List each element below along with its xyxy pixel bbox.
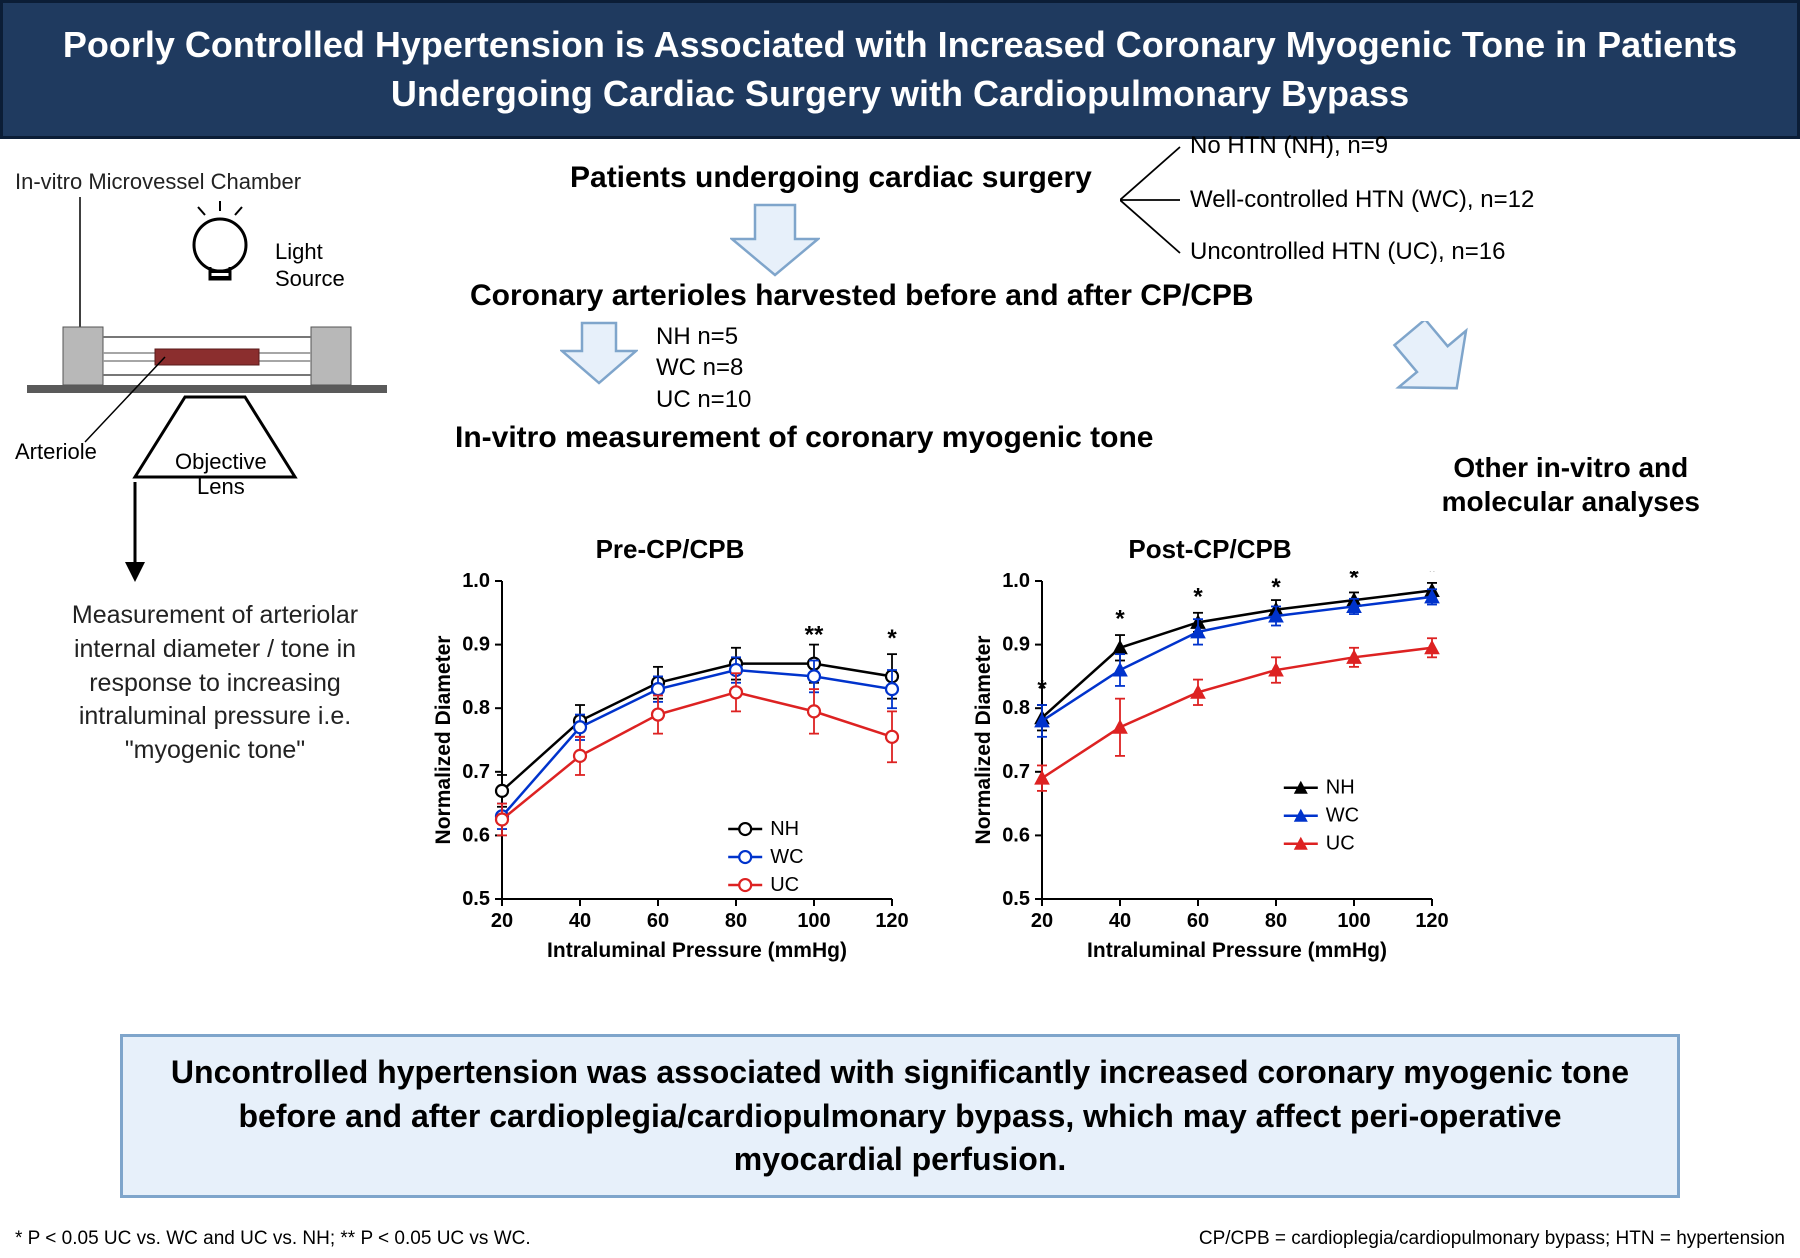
chart-svg-post: 0.5 0.6 0.7 0.8 0.9 1.0 20 40 60 80 100 120 Intralum… (970, 571, 1450, 971)
svg-text:100: 100 (797, 910, 830, 932)
footnotes: * P < 0.05 UC vs. WC and UC vs. NH; ** P… (15, 1228, 1785, 1250)
svg-text:20: 20 (491, 910, 513, 932)
branch-item: Well-controlled HTN (WC), n=12 (1190, 186, 1534, 213)
svg-text:1.0: 1.0 (462, 571, 490, 592)
svg-text:WC: WC (770, 846, 803, 868)
study-flow: Patients undergoing cardiac surgery No H… (500, 161, 1760, 455)
objective-lens-label: Objective Lens (175, 449, 267, 500)
post-chart: Post-CP/CPB 0.5 0.6 0.7 0.8 0.9 1.0 20 40 60 80 10… (970, 534, 1450, 971)
svg-text:60: 60 (647, 910, 669, 932)
svg-text:0.7: 0.7 (1002, 761, 1030, 783)
sub-n: UC n=10 (656, 384, 751, 415)
svg-text:0.7: 0.7 (462, 761, 490, 783)
subgroup-ns: NH n=5 WC n=8 UC n=10 (656, 321, 751, 415)
svg-text:0.6: 0.6 (462, 825, 490, 847)
svg-text:*: * (1271, 574, 1281, 601)
down-arrow-icon (730, 203, 820, 279)
svg-text:Intraluminal Pressure (mmHg): Intraluminal Pressure (mmHg) (1087, 939, 1387, 962)
svg-text:80: 80 (725, 910, 747, 932)
branch-bracket: No HTN (NH), n=9 Well-controlled HTN (WC… (1120, 135, 1770, 265)
pre-chart: Pre-CP/CPB 0.5 0.6 0.7 0.8 0.9 1.0 20 40 60 80 100… (430, 534, 910, 971)
arteriole-label: Arteriole (15, 439, 97, 465)
chamber-label: In-vitro Microvessel Chamber (15, 169, 301, 195)
sub-n: NH n=5 (656, 321, 751, 352)
down-arrow-icon (560, 321, 638, 387)
other-analyses-label: Other in-vitro and molecular analyses (1442, 451, 1700, 518)
svg-text:*: * (1349, 571, 1359, 591)
svg-text:40: 40 (1109, 910, 1131, 932)
flow-step-measure: In-vitro measurement of coronary myogeni… (455, 421, 1760, 455)
conclusion-box: Uncontrolled hypertension was associated… (120, 1034, 1680, 1198)
svg-text:0.8: 0.8 (1002, 697, 1030, 719)
svg-text:40: 40 (569, 910, 591, 932)
svg-text:100: 100 (1337, 910, 1370, 932)
measurement-description: Measurement of arteriolar internal diame… (35, 599, 395, 768)
svg-text:80: 80 (1265, 910, 1287, 932)
svg-text:120: 120 (875, 910, 908, 932)
chart-svg-pre: 0.5 0.6 0.7 0.8 0.9 1.0 20 40 60 80 100 120 Intralum… (430, 571, 910, 971)
svg-text:*: * (1427, 571, 1437, 585)
svg-text:60: 60 (1187, 910, 1209, 932)
svg-text:20: 20 (1031, 910, 1053, 932)
svg-text:*: * (1115, 606, 1125, 633)
svg-text:*: * (1037, 676, 1047, 703)
svg-text:0.9: 0.9 (1002, 634, 1030, 656)
main-content: In-vitro Microvessel Chamber (0, 139, 1800, 1139)
sub-n: WC n=8 (656, 352, 751, 383)
svg-text:0.9: 0.9 (462, 634, 490, 656)
flow-step-harvest: Coronary arterioles harvested before and… (470, 279, 1760, 313)
diagonal-arrow-icon (1380, 321, 1490, 411)
svg-text:0.6: 0.6 (1002, 825, 1030, 847)
svg-text:UC: UC (1326, 833, 1355, 855)
svg-text:*: * (1193, 584, 1203, 611)
svg-text:Normalized Diameter: Normalized Diameter (432, 636, 455, 845)
svg-text:120: 120 (1415, 910, 1448, 932)
svg-text:0.5: 0.5 (1002, 888, 1030, 910)
footnote-right: CP/CPB = cardioplegia/cardiopulmonary by… (1199, 1228, 1785, 1250)
svg-text:UC: UC (770, 874, 799, 896)
chart-title: Pre-CP/CPB (430, 534, 910, 565)
footnote-left: * P < 0.05 UC vs. WC and UC vs. NH; ** P… (15, 1228, 531, 1250)
svg-text:0.8: 0.8 (462, 697, 490, 719)
charts-row: Pre-CP/CPB 0.5 0.6 0.7 0.8 0.9 1.0 20 40 60 80 100… (430, 534, 1450, 971)
title-text: Poorly Controlled Hypertension is Associ… (63, 24, 1737, 114)
chamber-svg (25, 197, 405, 587)
svg-text:Intraluminal Pressure (mmHg): Intraluminal Pressure (mmHg) (547, 939, 847, 962)
svg-text:**: ** (805, 622, 824, 649)
svg-text:NH: NH (1326, 777, 1355, 799)
chart-title: Post-CP/CPB (970, 534, 1450, 565)
title-banner: Poorly Controlled Hypertension is Associ… (0, 0, 1800, 139)
svg-text:*: * (887, 625, 897, 652)
branch-item: No HTN (NH), n=9 (1190, 135, 1388, 159)
svg-text:WC: WC (1326, 805, 1359, 827)
svg-text:Normalized Diameter: Normalized Diameter (972, 636, 995, 845)
svg-text:NH: NH (770, 818, 799, 840)
svg-text:1.0: 1.0 (1002, 571, 1030, 592)
svg-text:0.5: 0.5 (462, 888, 490, 910)
conclusion-text: Uncontrolled hypertension was associated… (171, 1054, 1629, 1176)
light-source-label: Light Source (275, 239, 345, 292)
branch-item: Uncontrolled HTN (UC), n=16 (1190, 238, 1505, 265)
